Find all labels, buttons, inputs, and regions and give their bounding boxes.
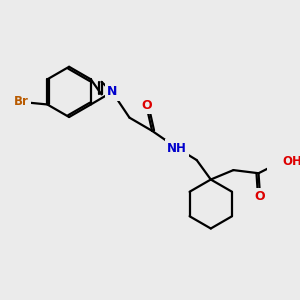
Text: O: O [255,190,266,203]
Text: O: O [141,99,152,112]
Text: NH: NH [167,142,187,154]
Text: N: N [107,85,117,98]
Text: Br: Br [14,95,29,109]
Text: OH: OH [282,155,300,168]
